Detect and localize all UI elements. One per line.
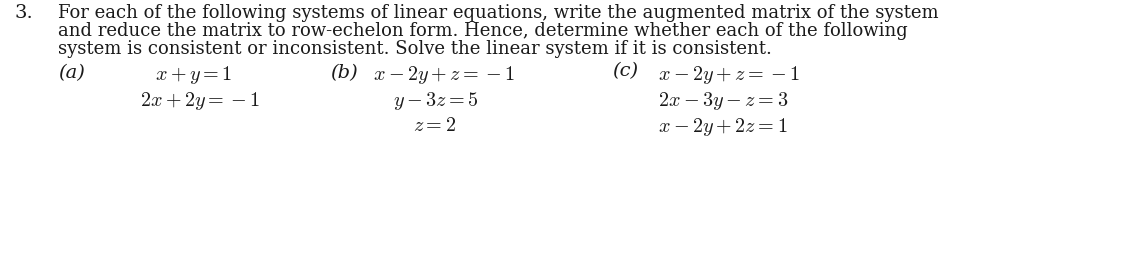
Text: For each of the following systems of linear equations, write the augmented matri: For each of the following systems of lin… [58, 4, 939, 22]
Text: $x+y=1$: $x+y=1$ [155, 64, 232, 86]
Text: system is consistent or inconsistent. Solve the linear system if it is consisten: system is consistent or inconsistent. So… [58, 40, 772, 58]
Text: (b): (b) [330, 64, 358, 82]
Text: $x-2y+2z=1$: $x-2y+2z=1$ [658, 116, 788, 138]
Text: $2x+2y=-1$: $2x+2y=-1$ [140, 90, 260, 112]
Text: $x-2y+z=-1$: $x-2y+z=-1$ [658, 64, 800, 86]
Text: and reduce the matrix to row-echelon form. Hence, determine whether each of the : and reduce the matrix to row-echelon for… [58, 22, 907, 40]
Text: $2x-3y-z=3$: $2x-3y-z=3$ [658, 90, 788, 112]
Text: $y-3z=5$: $y-3z=5$ [393, 90, 479, 112]
Text: 3.: 3. [14, 4, 33, 22]
Text: (c): (c) [612, 62, 638, 80]
Text: $z=2$: $z=2$ [413, 116, 456, 135]
Text: (a): (a) [58, 64, 85, 82]
Text: $x-2y+z=-1$: $x-2y+z=-1$ [373, 64, 515, 86]
